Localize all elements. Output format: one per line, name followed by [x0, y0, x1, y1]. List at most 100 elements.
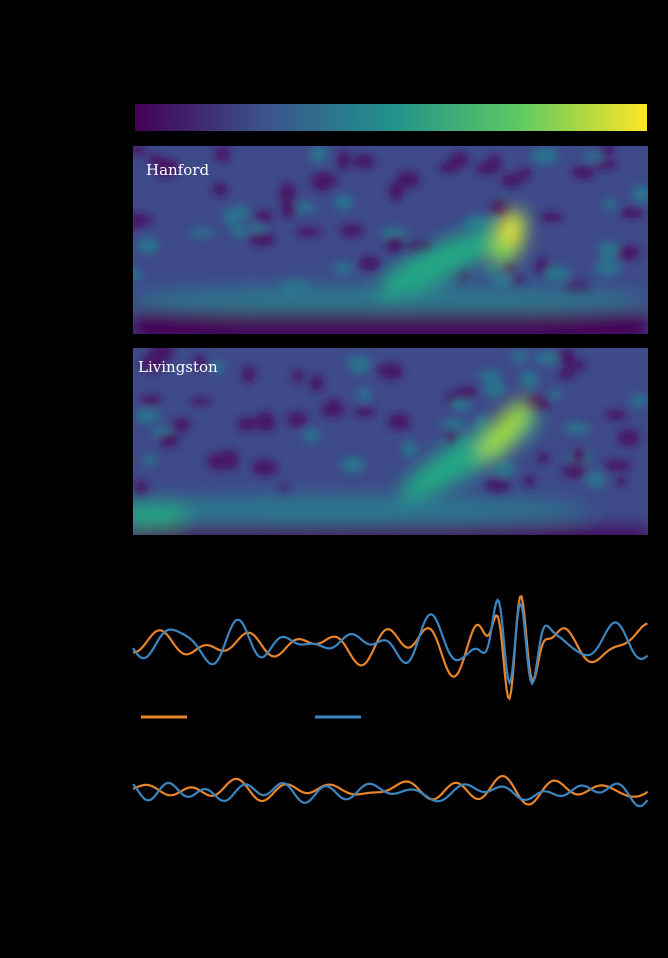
texture: [536, 452, 550, 464]
texture: [500, 173, 524, 187]
texture: [345, 355, 372, 365]
texture: [133, 146, 147, 155]
texture: [620, 207, 644, 219]
texture: [511, 350, 528, 364]
texture: [142, 454, 157, 466]
texture: [251, 459, 278, 476]
texture: [241, 365, 256, 383]
texture: [477, 369, 502, 382]
texture: [291, 370, 305, 383]
texture: [277, 484, 291, 494]
texture: [133, 214, 154, 225]
texture: [193, 355, 206, 369]
texture: [493, 461, 516, 478]
colorbar: [135, 104, 647, 131]
texture: [302, 428, 321, 443]
texture: [332, 262, 354, 275]
texture: [133, 269, 144, 280]
trace: [132, 775, 649, 806]
texture: [534, 350, 562, 365]
texture: [615, 476, 629, 486]
texture: [388, 182, 404, 202]
texture: [387, 413, 411, 430]
texture: [522, 476, 536, 487]
texture: [519, 370, 539, 390]
texture: [157, 433, 180, 447]
texture: [386, 236, 404, 254]
texture: [600, 146, 615, 157]
texture: [539, 212, 564, 222]
texture: [353, 407, 377, 417]
spectrogram-livingston: [133, 348, 648, 535]
texture: [210, 361, 225, 374]
texture: [249, 233, 276, 247]
texture: [311, 171, 334, 191]
texture: [246, 223, 266, 233]
texture: [340, 456, 366, 474]
texture: [438, 161, 461, 173]
texture: [562, 463, 587, 479]
texture: [352, 154, 376, 169]
texture: [333, 195, 354, 211]
texture: [220, 449, 239, 470]
texture: [321, 402, 346, 418]
texture: [605, 409, 628, 421]
texture: [401, 439, 417, 458]
texture: [631, 393, 648, 409]
texture: [147, 153, 161, 164]
texture: [294, 202, 317, 214]
texture: [583, 153, 604, 162]
texture: [255, 210, 273, 223]
texture: [286, 411, 308, 428]
texture: [230, 223, 247, 238]
texture: [211, 183, 229, 196]
texture: [279, 183, 297, 203]
texture: [596, 241, 622, 256]
texture: [519, 167, 532, 179]
texture: [139, 395, 161, 405]
texture: [563, 422, 592, 434]
texture: [617, 428, 640, 447]
texture: [617, 245, 641, 261]
texture: [491, 273, 513, 289]
texture: [557, 348, 575, 365]
texture: [223, 207, 240, 227]
texture: [557, 369, 575, 380]
texture: [357, 387, 371, 403]
texture: [396, 171, 421, 189]
texture: [524, 395, 551, 412]
texture: [339, 224, 364, 237]
spectrogram-hanford: [133, 146, 648, 334]
texture: [337, 150, 351, 171]
texture: [543, 265, 571, 282]
texture: [134, 408, 160, 424]
texture: [487, 154, 501, 170]
texture: [214, 146, 231, 162]
texture: [188, 228, 216, 238]
strain-traces: [132, 594, 649, 808]
texture: [255, 412, 277, 432]
texture: [358, 256, 381, 272]
texture: [456, 386, 479, 396]
trace: [132, 781, 649, 808]
texture: [309, 146, 328, 164]
texture: [603, 459, 632, 472]
panel-label: Livingston: [138, 358, 218, 376]
texture: [483, 265, 498, 276]
texture: [464, 214, 489, 234]
texture: [594, 159, 618, 170]
texture: [133, 480, 149, 497]
texture: [531, 147, 558, 165]
texture: [484, 478, 511, 495]
texture: [450, 398, 472, 412]
texture: [571, 165, 595, 180]
texture: [139, 355, 165, 373]
texture: [440, 418, 466, 430]
texture: [172, 418, 192, 432]
texture: [483, 378, 506, 399]
texture: [137, 237, 159, 255]
texture: [379, 362, 403, 380]
texture: [602, 199, 617, 210]
texture: [309, 375, 325, 391]
